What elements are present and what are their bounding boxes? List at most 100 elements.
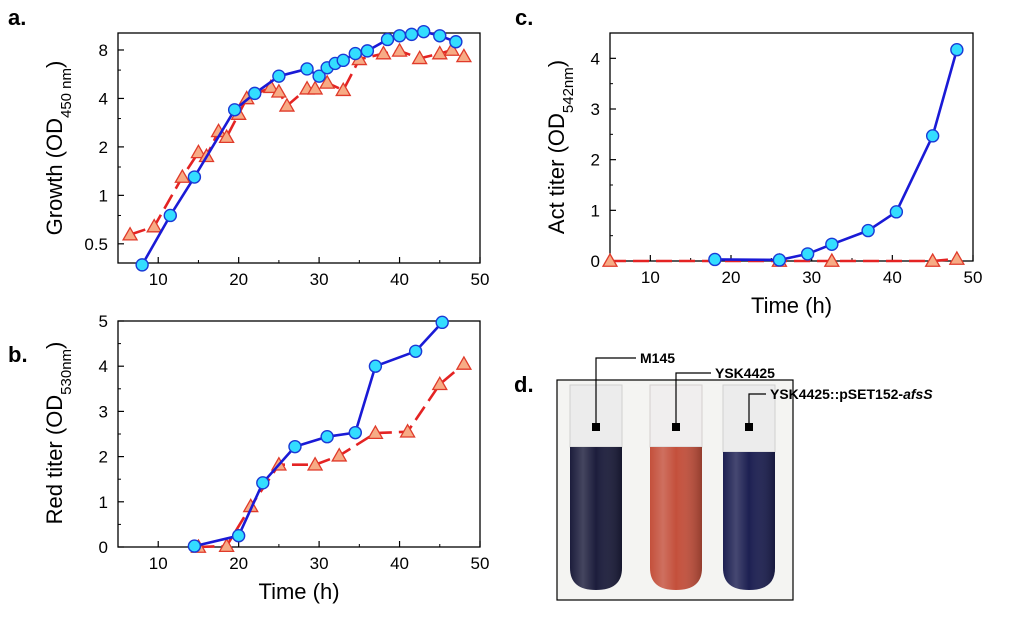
panel-label-b: b. xyxy=(8,342,28,367)
data-point-triangle xyxy=(190,144,207,159)
data-point-triangle xyxy=(367,424,384,439)
y-tick-label-a: 2 xyxy=(99,138,108,157)
data-point-circle xyxy=(320,430,334,444)
x-tick-label-a: 30 xyxy=(310,270,329,289)
series-line-b-1 xyxy=(198,362,465,549)
data-point-triangle xyxy=(948,250,965,265)
x-tick-label-b: 10 xyxy=(149,554,168,573)
x-tick-label-c: 40 xyxy=(883,268,902,287)
data-point-triangle xyxy=(823,252,840,267)
tube-m145 xyxy=(569,384,623,590)
series-line-a-0 xyxy=(141,30,457,266)
callout-marker-ysk4425-afss xyxy=(745,423,753,431)
plot-frame-a xyxy=(117,32,481,264)
y-tick-label-b: 1 xyxy=(99,493,108,512)
data-point-circle xyxy=(800,247,815,261)
data-point-triangle xyxy=(375,45,392,60)
data-point-circle xyxy=(227,103,242,117)
callout-marker-m145 xyxy=(592,423,600,431)
x-tick-label-c: 10 xyxy=(641,268,660,287)
data-point-triangle xyxy=(455,355,473,370)
data-point-triangle xyxy=(391,42,408,57)
y-tick-label-a: 4 xyxy=(99,89,108,108)
data-point-circle xyxy=(360,44,375,58)
y-tick-label-c: 4 xyxy=(591,49,600,68)
data-point-circle xyxy=(408,344,423,358)
plot-frame-c xyxy=(609,32,974,262)
data-point-triangle xyxy=(278,97,296,112)
tube-label-ysk4425-afss: YSK4425::pSET152-afsS xyxy=(770,386,933,402)
x-tick-label-a: 40 xyxy=(390,270,409,289)
y-tick-label-a: 0.5 xyxy=(84,235,108,254)
data-point-circle xyxy=(404,27,419,42)
y-axis-label-c: Act titer (OD542nm) xyxy=(544,60,577,234)
y-axis-label-a: Growth (OD450 nm) xyxy=(42,61,75,236)
chart-a: 10 20 30 40 50 0.5 1 2 4 8 Growth (OD450 nm) xyxy=(42,24,490,289)
x-tick-label-c: 20 xyxy=(722,268,741,287)
data-point-circle xyxy=(889,205,904,219)
data-point-circle xyxy=(433,29,447,43)
data-point-triangle xyxy=(399,423,416,438)
data-point-circle xyxy=(336,53,350,68)
x-tick-label-b: 20 xyxy=(229,554,248,573)
x-tick-label-c: 30 xyxy=(802,268,821,287)
data-point-circle xyxy=(231,529,246,543)
x-axis-label-c: Time (h) xyxy=(751,293,832,318)
x-tick-label-c: 50 xyxy=(964,268,983,287)
data-point-triangle xyxy=(306,456,324,471)
data-point-circle xyxy=(163,208,177,223)
data-point-triangle xyxy=(270,83,288,98)
data-point-triangle xyxy=(262,78,279,94)
data-point-circle xyxy=(708,252,722,267)
chart-c: 10 20 30 40 50 0 1 2 3 4 Time (h) Act titer (OD542n… xyxy=(544,32,983,318)
data-point-triangle xyxy=(218,128,235,144)
data-point-triangle xyxy=(218,537,235,552)
data-point-triangle xyxy=(431,45,448,60)
chart-b: 10 20 30 40 50 0 1 2 3 4 5 Time (h) Red titer (OD530… xyxy=(42,312,489,604)
data-point-circle xyxy=(925,129,940,143)
data-point-circle xyxy=(950,43,964,57)
data-point-circle xyxy=(435,315,449,330)
x-tick-label-a: 10 xyxy=(149,270,168,289)
data-point-circle xyxy=(416,24,431,39)
x-tick-label-a: 50 xyxy=(471,270,490,289)
y-tick-label-c: 1 xyxy=(591,201,600,220)
data-point-circle xyxy=(187,539,202,553)
data-point-circle xyxy=(256,476,270,490)
data-point-triangle xyxy=(443,41,460,56)
data-point-triangle xyxy=(601,252,619,267)
data-point-triangle xyxy=(431,375,448,391)
panel-label-a: a. xyxy=(8,5,26,30)
data-point-triangle xyxy=(924,252,941,267)
data-point-circle xyxy=(772,253,787,267)
data-point-triangle xyxy=(174,168,191,183)
y-axis-label-b: Red titer (OD530nm) xyxy=(42,342,75,525)
y-tick-label-a: 8 xyxy=(99,41,108,60)
data-point-triangle xyxy=(306,80,324,95)
y-tick-label-b: 4 xyxy=(99,357,108,376)
data-point-triangle xyxy=(331,447,348,462)
x-tick-label-b: 50 xyxy=(471,554,490,573)
data-point-triangle xyxy=(455,48,473,63)
plot-frame-b xyxy=(117,320,481,548)
y-tick-label-b: 5 xyxy=(99,312,108,331)
data-point-circle xyxy=(135,258,149,272)
data-point-circle xyxy=(348,46,363,61)
data-point-circle xyxy=(825,237,839,251)
x-tick-label-b: 40 xyxy=(390,554,409,573)
data-point-circle xyxy=(300,62,314,76)
y-tick-label-b: 3 xyxy=(99,402,108,421)
panel-d-tubes: M145 YSK4425 YSK4425::pSET152-afsS xyxy=(556,350,933,601)
data-point-circle xyxy=(348,425,363,440)
callout-marker-ysk4425 xyxy=(672,423,680,431)
series-line-a-1 xyxy=(129,48,465,236)
y-tick-label-c: 3 xyxy=(591,100,600,119)
data-point-circle xyxy=(187,170,202,184)
y-tick-label-c: 0 xyxy=(591,252,600,271)
y-tick-label-b: 0 xyxy=(99,538,108,557)
panel-label-c: c. xyxy=(515,5,533,30)
y-tick-label-a: 1 xyxy=(99,186,108,205)
data-point-circle xyxy=(368,359,383,373)
data-point-circle xyxy=(380,32,395,47)
